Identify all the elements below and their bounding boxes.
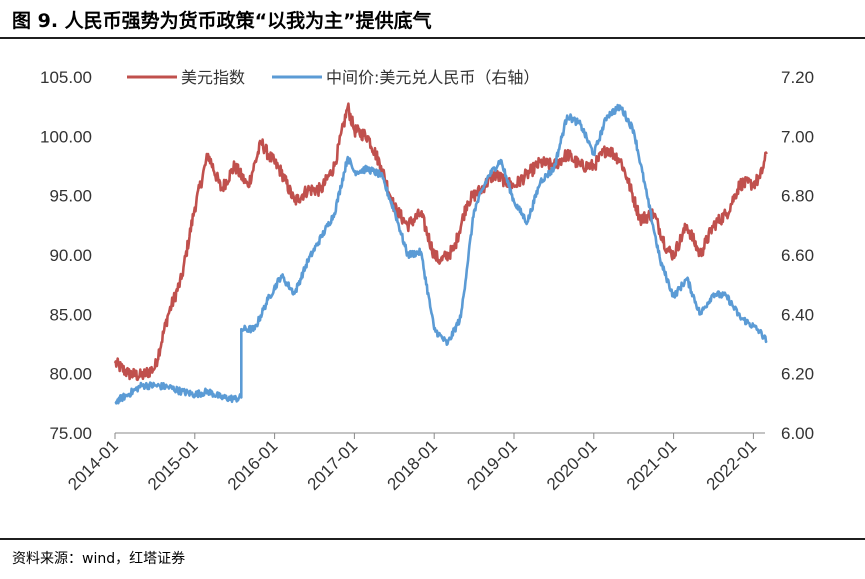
x-tick-label: 2014-01 [64,436,122,494]
figure-title: 图 9. 人民币强势为货币政策“以我为主”提供底气 [12,10,432,32]
title-divider [0,37,865,39]
source-note: 资料来源：wind，红塔证券 [12,551,186,567]
y-right-tick-label: 7.00 [781,127,814,146]
x-tick-label: 2019-01 [463,436,521,494]
y-left-tick-label: 80.00 [49,365,92,384]
y-left-tick-label: 75.00 [49,424,92,443]
footer-divider [0,538,865,540]
x-tick-label: 2015-01 [144,436,202,494]
y-left-tick-label: 90.00 [49,246,92,265]
x-tick-label: 2021-01 [623,436,681,494]
y-right-tick-label: 6.80 [781,187,814,206]
y-right-tick-label: 6.00 [781,424,814,443]
dollar-index-line [113,102,768,382]
x-tick-label: 2022-01 [703,436,761,494]
y-left-tick-label: 100.00 [40,127,92,146]
chart: 2014-01 2015-01 2016-01 2017-01 2018-01 2019-… [40,68,814,494]
series-layer [113,102,768,405]
legend: 美元指数 中间价:美元兑人民币（右轴） [127,68,539,87]
x-tick-label: 2020-01 [543,436,601,494]
x-tick-label: 2017-01 [304,436,362,494]
x-tick-label: 2016-01 [224,436,282,494]
y-right-tick-label: 6.60 [781,246,814,265]
y-left-tick-label: 85.00 [49,305,92,324]
legend-label: 中间价:美元兑人民币（右轴） [326,68,539,87]
legend-label: 美元指数 [181,68,245,87]
y-left-tick-label: 105.00 [40,68,92,87]
x-tick-label: 2018-01 [383,436,441,494]
y-right-tick-label: 6.40 [781,305,814,324]
y-left-tick-label: 95.00 [49,187,92,206]
usdcny-midrate-line [114,103,768,405]
y-right-tick-label: 7.20 [781,68,814,87]
y-right-tick-label: 6.20 [781,365,814,384]
